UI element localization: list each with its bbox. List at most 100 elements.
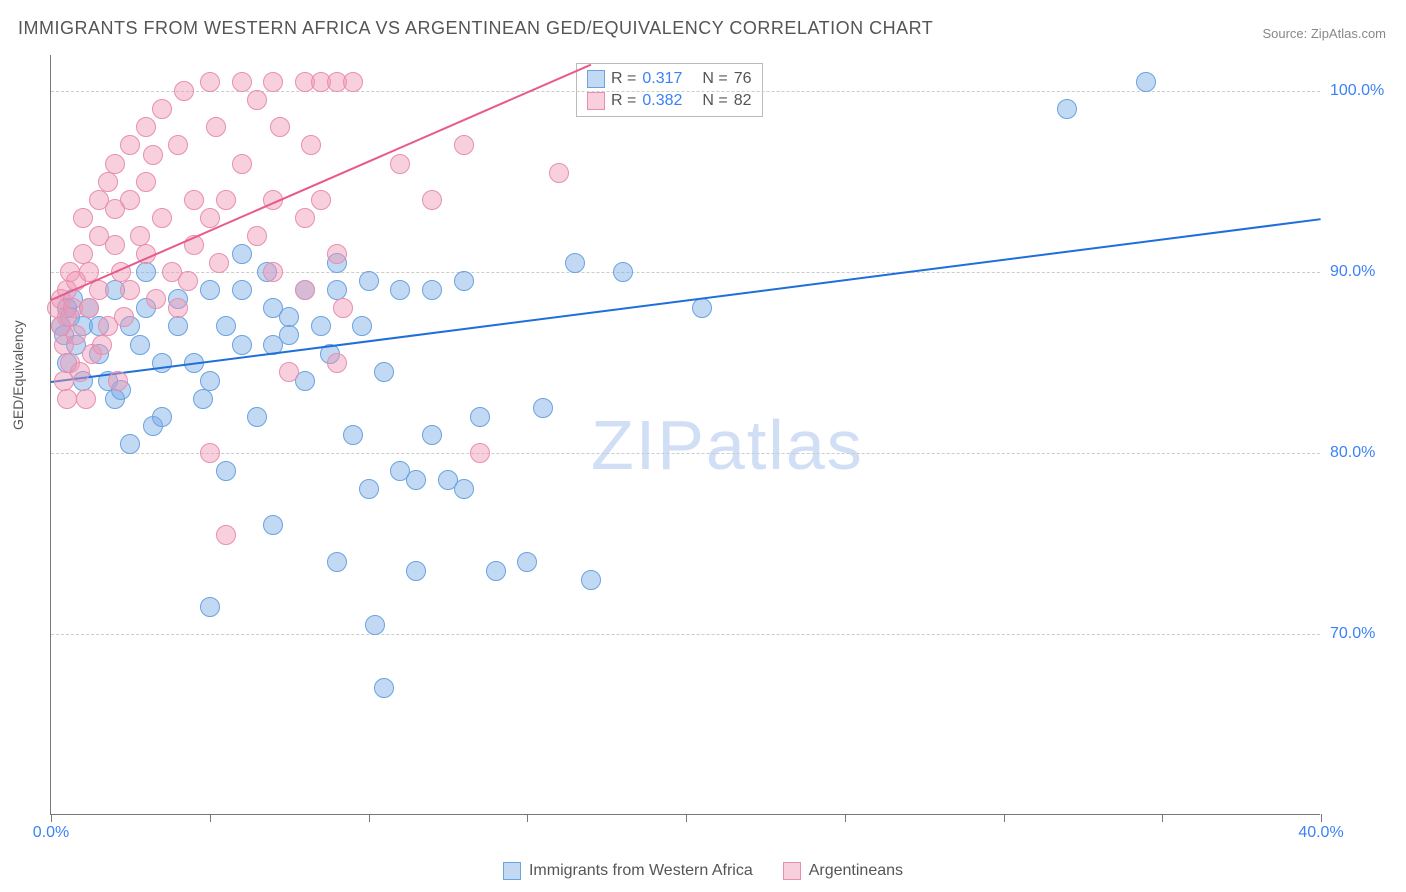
scatter-point <box>98 172 118 192</box>
scatter-point <box>200 597 220 617</box>
scatter-point <box>390 154 410 174</box>
trend-line <box>51 64 592 301</box>
scatter-point <box>92 335 112 355</box>
scatter-point <box>1136 72 1156 92</box>
scatter-point <box>390 280 410 300</box>
watermark-zip: ZIP <box>591 406 706 484</box>
scatter-point <box>105 154 125 174</box>
x-tick <box>686 814 687 822</box>
scatter-point <box>232 335 252 355</box>
scatter-point <box>70 362 90 382</box>
scatter-plot-area: ZIPatlas R = 0.317N = 76R = 0.382N = 82 … <box>50 55 1320 815</box>
x-tick <box>1321 814 1322 822</box>
scatter-point <box>406 470 426 490</box>
scatter-point <box>216 461 236 481</box>
scatter-point <box>279 307 299 327</box>
scatter-point <box>216 190 236 210</box>
scatter-point <box>120 135 140 155</box>
x-tick <box>845 814 846 822</box>
trend-line <box>51 218 1321 383</box>
legend-row: R = 0.317N = 76 <box>587 68 752 90</box>
bottom-legend-label: Immigrants from Western Africa <box>529 862 753 880</box>
scatter-point <box>1057 99 1077 119</box>
scatter-point <box>73 208 93 228</box>
scatter-point <box>422 425 442 445</box>
scatter-point <box>120 280 140 300</box>
scatter-point <box>232 72 252 92</box>
scatter-point <box>359 479 379 499</box>
scatter-point <box>374 678 394 698</box>
scatter-point <box>232 154 252 174</box>
scatter-point <box>209 253 229 273</box>
scatter-point <box>66 325 86 345</box>
scatter-point <box>200 443 220 463</box>
scatter-point <box>232 244 252 264</box>
scatter-point <box>311 190 331 210</box>
watermark: ZIPatlas <box>591 405 864 485</box>
scatter-point <box>216 316 236 336</box>
scatter-point <box>454 479 474 499</box>
legend-swatch <box>587 70 605 88</box>
scatter-point <box>422 190 442 210</box>
scatter-point <box>184 190 204 210</box>
scatter-point <box>581 570 601 590</box>
x-tick-label: 40.0% <box>1298 824 1343 842</box>
scatter-point <box>327 280 347 300</box>
legend-swatch <box>783 862 801 880</box>
scatter-point <box>692 298 712 318</box>
x-tick-label: 0.0% <box>33 824 69 842</box>
scatter-point <box>470 443 490 463</box>
x-tick <box>1162 814 1163 822</box>
scatter-point <box>406 561 426 581</box>
legend-n-value: 82 <box>734 92 752 110</box>
y-tick-label: 70.0% <box>1330 625 1390 643</box>
scatter-point <box>136 262 156 282</box>
scatter-point <box>279 362 299 382</box>
scatter-point <box>76 389 96 409</box>
scatter-point <box>359 271 379 291</box>
scatter-point <box>136 172 156 192</box>
scatter-point <box>454 271 474 291</box>
chart-title: IMMIGRANTS FROM WESTERN AFRICA VS ARGENT… <box>18 18 933 39</box>
scatter-point <box>422 280 442 300</box>
scatter-point <box>263 515 283 535</box>
scatter-point <box>178 271 198 291</box>
bottom-legend-label: Argentineans <box>809 862 903 880</box>
scatter-point <box>130 335 150 355</box>
scatter-point <box>279 325 299 345</box>
scatter-point <box>486 561 506 581</box>
gridline-horizontal <box>51 634 1320 635</box>
legend-row: R = 0.382N = 82 <box>587 90 752 112</box>
scatter-point <box>533 398 553 418</box>
scatter-point <box>295 280 315 300</box>
scatter-point <box>108 371 128 391</box>
watermark-atlas: atlas <box>706 406 864 484</box>
legend-n-label: N = <box>702 70 727 88</box>
y-tick-label: 80.0% <box>1330 444 1390 462</box>
y-axis-label: GED/Equivalency <box>10 320 26 430</box>
legend-swatch <box>503 862 521 880</box>
legend-r-label: R = <box>611 92 636 110</box>
scatter-point <box>263 72 283 92</box>
series-legend: Immigrants from Western Africa Argentinea… <box>0 862 1406 880</box>
y-tick-label: 90.0% <box>1330 263 1390 281</box>
x-tick <box>369 814 370 822</box>
gridline-horizontal <box>51 272 1320 273</box>
legend-swatch <box>587 92 605 110</box>
scatter-point <box>270 117 290 137</box>
scatter-point <box>130 226 150 246</box>
y-tick-label: 100.0% <box>1330 82 1390 100</box>
scatter-point <box>311 316 331 336</box>
scatter-point <box>193 389 213 409</box>
legend-n-label: N = <box>702 92 727 110</box>
scatter-point <box>73 244 93 264</box>
scatter-point <box>57 389 77 409</box>
scatter-point <box>327 552 347 572</box>
scatter-point <box>333 298 353 318</box>
scatter-point <box>374 362 394 382</box>
scatter-point <box>143 145 163 165</box>
bottom-legend-item: Argentineans <box>783 862 903 880</box>
correlation-legend: R = 0.317N = 76R = 0.382N = 82 <box>576 63 763 117</box>
scatter-point <box>136 117 156 137</box>
scatter-point <box>343 72 363 92</box>
